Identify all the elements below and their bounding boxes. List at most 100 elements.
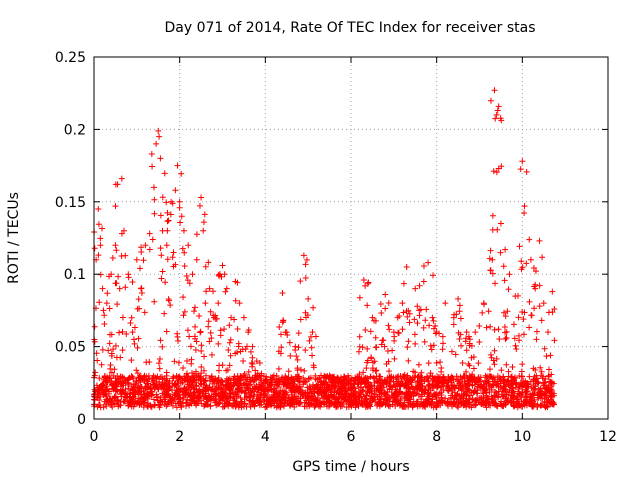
data-point	[519, 158, 526, 165]
data-point	[346, 393, 353, 400]
data-point	[429, 393, 436, 400]
data-point	[470, 365, 477, 372]
data-point	[144, 375, 151, 382]
data-point	[342, 388, 349, 395]
data-point	[140, 257, 147, 264]
data-point	[497, 249, 504, 256]
data-point	[368, 390, 375, 397]
data-point	[98, 382, 105, 389]
data-point	[133, 377, 140, 384]
data-point	[282, 397, 289, 404]
data-point	[157, 212, 164, 219]
data-point	[463, 329, 470, 336]
data-point	[551, 306, 558, 313]
data-point	[132, 380, 139, 387]
data-point	[376, 382, 383, 389]
data-point	[191, 308, 198, 315]
data-point	[183, 399, 190, 406]
data-point	[97, 402, 104, 409]
data-point	[201, 353, 208, 360]
data-point	[226, 362, 233, 369]
data-point	[412, 340, 419, 347]
data-point	[372, 398, 379, 405]
data-point	[438, 383, 445, 390]
data-point	[367, 328, 374, 335]
data-point	[365, 279, 372, 286]
data-point	[398, 378, 405, 385]
data-point	[369, 359, 376, 366]
data-point	[244, 384, 251, 391]
data-point	[386, 326, 393, 333]
data-point	[451, 385, 458, 392]
data-point	[487, 323, 494, 330]
data-point	[183, 370, 190, 377]
data-point	[169, 387, 176, 394]
data-point	[527, 394, 534, 401]
data-point	[215, 271, 222, 278]
data-point	[466, 340, 473, 347]
data-point	[494, 107, 501, 114]
data-point	[179, 245, 186, 252]
data-point	[321, 393, 328, 400]
data-point	[93, 350, 100, 357]
data-point	[381, 384, 388, 391]
data-point	[109, 255, 116, 262]
data-point	[462, 382, 469, 389]
data-point	[523, 260, 530, 267]
data-point	[362, 326, 369, 333]
data-point	[364, 345, 371, 352]
x-tick-label: 4	[261, 429, 270, 445]
data-point	[548, 386, 555, 393]
data-point	[360, 369, 367, 376]
data-point	[297, 316, 304, 323]
data-point	[165, 217, 172, 224]
data-point	[520, 331, 527, 338]
data-point	[527, 256, 534, 263]
data-point	[208, 335, 215, 342]
data-point	[533, 336, 540, 343]
data-point	[186, 402, 193, 409]
data-point	[149, 389, 156, 396]
data-point	[465, 333, 472, 340]
data-point	[458, 387, 465, 394]
data-point	[135, 335, 142, 342]
data-point	[520, 316, 527, 323]
data-point	[159, 268, 166, 275]
data-point	[448, 400, 455, 407]
data-point	[494, 226, 501, 233]
data-point	[202, 300, 209, 307]
data-point	[274, 390, 281, 397]
data-point	[280, 402, 287, 409]
data-point	[457, 315, 464, 322]
data-point	[249, 397, 256, 404]
data-point	[471, 387, 478, 394]
data-point	[422, 387, 429, 394]
data-point	[440, 340, 447, 347]
data-point	[286, 339, 293, 346]
data-point	[230, 379, 237, 386]
data-point	[457, 331, 464, 338]
data-point	[114, 397, 121, 404]
data-point	[132, 398, 139, 405]
data-point	[198, 347, 205, 354]
data-point	[469, 381, 476, 388]
data-point	[406, 319, 413, 326]
data-point	[164, 218, 171, 225]
data-point	[148, 151, 155, 158]
data-point	[493, 355, 500, 362]
data-point	[374, 378, 381, 385]
data-point	[545, 397, 552, 404]
data-point	[104, 290, 111, 297]
data-point	[379, 337, 386, 344]
data-point	[291, 381, 298, 388]
data-point	[400, 374, 407, 381]
data-point	[205, 318, 212, 325]
data-point	[138, 244, 145, 251]
data-point	[165, 380, 172, 387]
data-point	[473, 401, 480, 408]
data-point	[547, 352, 554, 359]
data-point	[477, 399, 484, 406]
data-point	[196, 202, 203, 209]
data-point	[125, 274, 132, 281]
data-point	[129, 400, 136, 407]
